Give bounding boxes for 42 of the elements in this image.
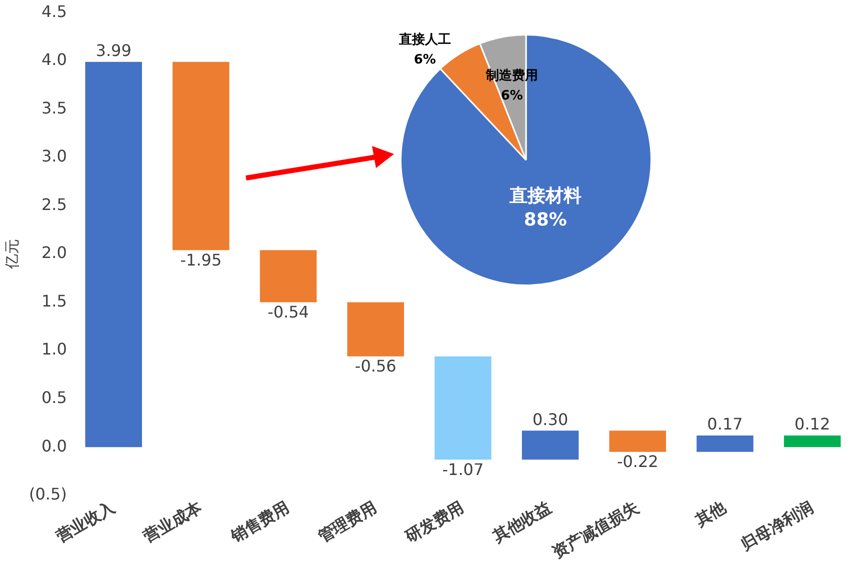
y-axis-title: 亿元	[2, 238, 21, 270]
data-label: 3.99	[96, 41, 132, 60]
y-tick-label: 0.0	[41, 436, 67, 456]
slice-label: 直接材料	[508, 186, 582, 207]
data-label: 0.30	[532, 410, 568, 429]
data-label: 0.17	[707, 414, 743, 434]
data-label: -1.95	[180, 250, 222, 270]
data-label: 88%	[524, 210, 567, 231]
y-tick-label: 2.5	[41, 194, 67, 214]
y-tick-label: 3.0	[41, 146, 67, 166]
bar	[172, 62, 230, 250]
x-tick-label: 其他	[690, 496, 730, 530]
bar	[522, 430, 579, 460]
x-tick-label: 管理费用	[314, 497, 380, 546]
y-tick-label: 3.5	[41, 98, 67, 118]
bar	[609, 430, 666, 452]
data-label: 0.12	[794, 414, 830, 434]
y-tick-label: 0.5	[41, 388, 67, 407]
data-label: -0.56	[354, 356, 396, 376]
data-label: -0.54	[268, 302, 309, 322]
bar	[434, 356, 492, 460]
x-tick-label: 归母净利润	[736, 497, 816, 554]
bar	[347, 302, 404, 356]
x-tick-label: 研发费用	[401, 497, 468, 546]
y-tick-label: (0.5)	[28, 484, 67, 504]
y-tick-label: 2.0	[41, 243, 67, 262]
data-label: -1.07	[442, 460, 484, 479]
y-tick-label: 4.0	[41, 50, 67, 70]
data-label: 6%	[414, 52, 436, 68]
y-tick-label: 1.0	[41, 340, 67, 359]
bar	[85, 62, 142, 448]
x-tick-label: 其他收益	[488, 497, 554, 546]
bar	[260, 250, 317, 302]
bar	[696, 436, 754, 452]
data-label: 6%	[500, 88, 523, 104]
y-tick-label: 1.5	[41, 291, 67, 310]
slice-label: 直接人工	[398, 32, 451, 48]
bar	[784, 436, 841, 448]
data-label: -0.22	[616, 452, 658, 472]
x-tick-label: 销售费用	[226, 497, 292, 546]
x-tick-label: 营业成本	[139, 496, 206, 546]
y-tick-label: 4.5	[41, 2, 67, 21]
